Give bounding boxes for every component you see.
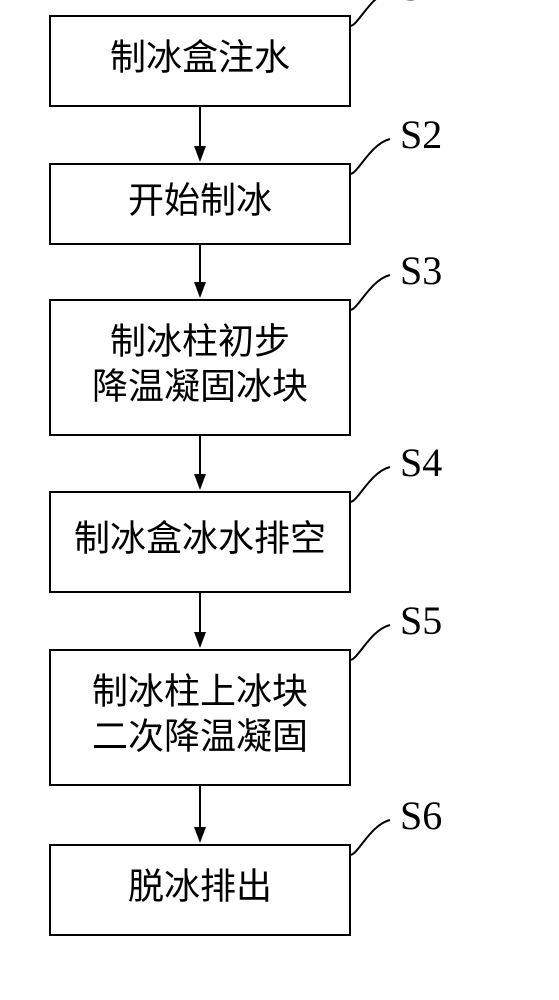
step-text-S3-line0: 制冰柱初步 [110,321,290,361]
arrowhead-icon [194,474,206,490]
step-text-S4-line0: 制冰盒冰水排空 [74,518,326,558]
step-label-S3: S3 [400,248,442,293]
label-connector-S4 [350,467,390,502]
flowchart-diagram: 制冰盒注水 S1 开始制冰 S2 制冰柱初步降温凝固冰块 S3 制冰盒冰水排空 S4 制冰柱上冰… [0,0,559,1000]
step-text-S6-line0: 脱冰排出 [128,866,272,906]
arrowhead-icon [194,827,206,843]
step-text-S1-line0: 制冰盒注水 [110,37,290,77]
label-connector-S2 [350,139,390,174]
arrowhead-icon [194,282,206,298]
step-label-S4: S4 [400,440,442,485]
label-connector-S5 [350,625,390,660]
step-text-S2-line0: 开始制冰 [128,180,272,220]
step-label-S6: S6 [400,793,442,838]
step-text-S5-line0: 制冰柱上冰块 [92,671,308,711]
label-connector-S3 [350,275,390,310]
step-label-S1: S1 [400,0,442,9]
label-connector-S6 [350,820,390,855]
step-text-S3-line1: 降温凝固冰块 [92,366,308,406]
label-connector-S1 [350,0,390,26]
arrowhead-icon [194,146,206,162]
arrowhead-icon [194,632,206,648]
step-label-S2: S2 [400,112,442,157]
step-text-S5-line1: 二次降温凝固 [92,716,308,756]
step-label-S5: S5 [400,598,442,643]
